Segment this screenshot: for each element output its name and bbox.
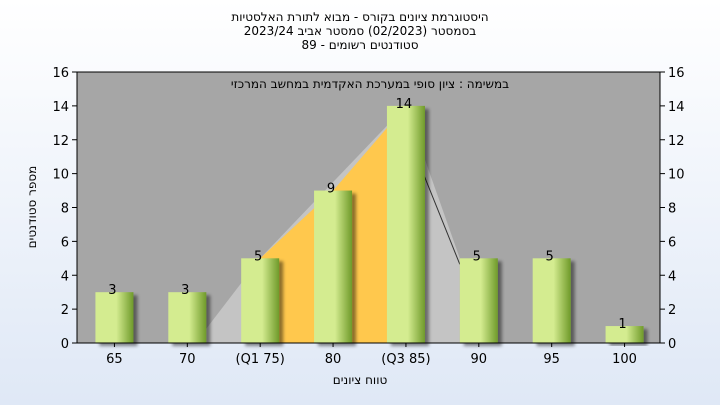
chart-annotation: במשימה : ציון סופי במערכת האקדמית במחשב …: [231, 77, 509, 91]
bar: [168, 292, 207, 343]
x-axis: 65 70 (Q1 75) 80 (Q3 85) 90 95 100: [106, 343, 637, 367]
bar-value-label: 5: [546, 249, 554, 264]
x-tick-label: (Q1 75): [236, 352, 285, 367]
bar: [605, 326, 644, 343]
x-tick-label: (Q3 85): [381, 352, 430, 367]
bar-value-label: 3: [181, 283, 189, 298]
y-tick-label: 12: [52, 134, 69, 149]
y-tick-label: 6: [61, 235, 69, 250]
chart-title-line-3: סטודנטים רשומים - 89: [301, 38, 418, 52]
median-line: [421, 170, 461, 265]
y-tick-label-right: 8: [668, 202, 676, 217]
y-tick-label: 4: [61, 269, 69, 284]
x-tick-label: 70: [179, 352, 196, 367]
bar: [386, 105, 425, 343]
bar: [459, 258, 498, 343]
y-tick-label: 8: [61, 202, 69, 217]
x-tick-label: 95: [543, 352, 560, 367]
bar: [241, 258, 280, 343]
y-tick-label-right: 2: [668, 303, 676, 318]
y-tick-label-right: 12: [668, 134, 685, 149]
x-axis-label: טווח ציונים: [333, 373, 388, 387]
y-axis-right: 0 2 4 6 8 10 12 14 16: [660, 66, 685, 352]
x-tick-label: 100: [612, 352, 637, 367]
bar-series: 3 3 5 9 14 5 5 1: [95, 97, 644, 343]
y-tick-label-right: 4: [668, 269, 676, 284]
y-tick-label: 2: [61, 303, 69, 318]
chart-title-line-2: בסמסטר (02/2023) סמסטר אביב 2023/24: [244, 24, 476, 38]
bar: [532, 258, 571, 343]
y-axis-label: מספר סטודנטים: [25, 166, 39, 249]
bar: [95, 292, 134, 343]
bar-value-label: 9: [327, 182, 335, 197]
y-tick-label-right: 16: [668, 66, 685, 81]
bar-value-label: 1: [618, 317, 626, 332]
y-tick-label: 10: [52, 168, 69, 183]
y-tick-label-right: 14: [668, 100, 685, 115]
y-tick-label: 16: [52, 66, 69, 81]
y-tick-label-right: 6: [668, 235, 676, 250]
bar-value-label: 5: [254, 249, 262, 264]
y-axis-left: 0 2 4 6 8 10 12 14 16: [52, 66, 77, 352]
x-tick-label: 90: [471, 352, 488, 367]
chart-title-line-1: היסטוגרמת ציונים בקורס - מבוא לתורת האלס…: [231, 10, 488, 24]
bar: [314, 190, 353, 343]
bar-value-label: 14: [396, 97, 413, 112]
y-tick-label: 14: [52, 100, 69, 115]
bar-value-label: 5: [473, 249, 481, 264]
y-tick-label-right: 10: [668, 168, 685, 183]
y-tick-label: 0: [61, 337, 69, 352]
y-tick-label-right: 0: [668, 337, 676, 352]
x-tick-label: 65: [106, 352, 123, 367]
x-tick-label: 80: [325, 352, 342, 367]
bar-value-label: 3: [108, 283, 116, 298]
